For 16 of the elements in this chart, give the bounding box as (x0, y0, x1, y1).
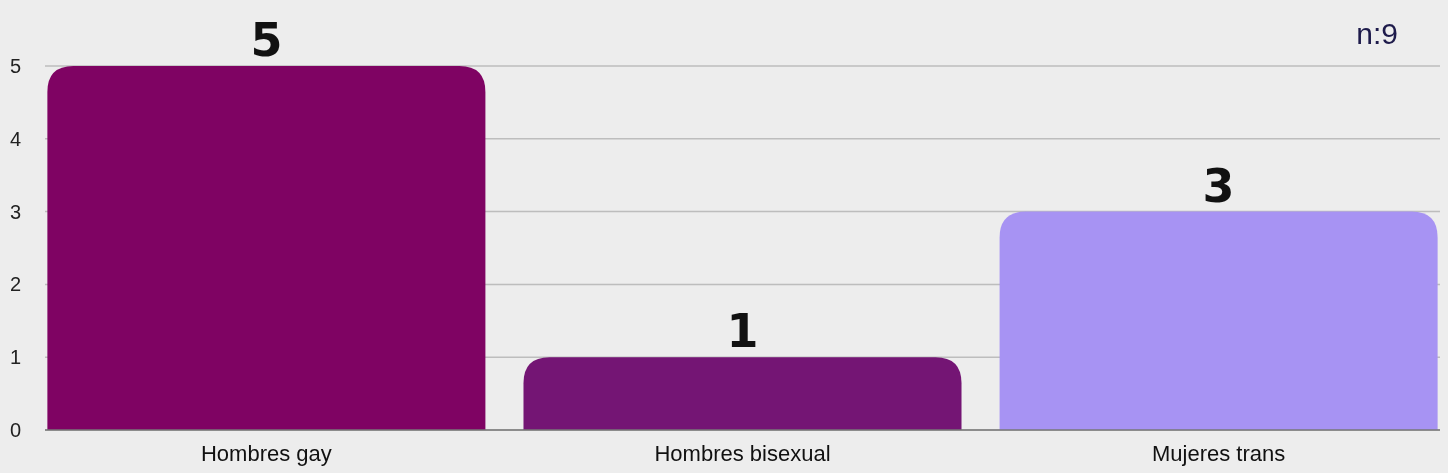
y-tick-label: 5 (10, 55, 22, 77)
y-tick-label: 0 (10, 419, 22, 441)
data-label: 5 (250, 13, 283, 67)
y-tick-label: 3 (10, 200, 22, 223)
bar (47, 66, 486, 430)
x-tick-label: Hombres bisexual (654, 441, 831, 466)
data-label: 3 (1202, 158, 1235, 213)
bar (999, 211, 1438, 430)
y-tick-label: 4 (10, 127, 22, 150)
x-tick-label: Mujeres trans (1151, 441, 1286, 466)
data-label: 1 (726, 304, 759, 359)
y-tick-label: 2 (10, 273, 22, 296)
y-tick-label: 1 (10, 346, 22, 369)
x-tick-label: Hombres gay (200, 441, 332, 466)
bar (523, 357, 962, 430)
text: n:9 (1356, 17, 1398, 50)
